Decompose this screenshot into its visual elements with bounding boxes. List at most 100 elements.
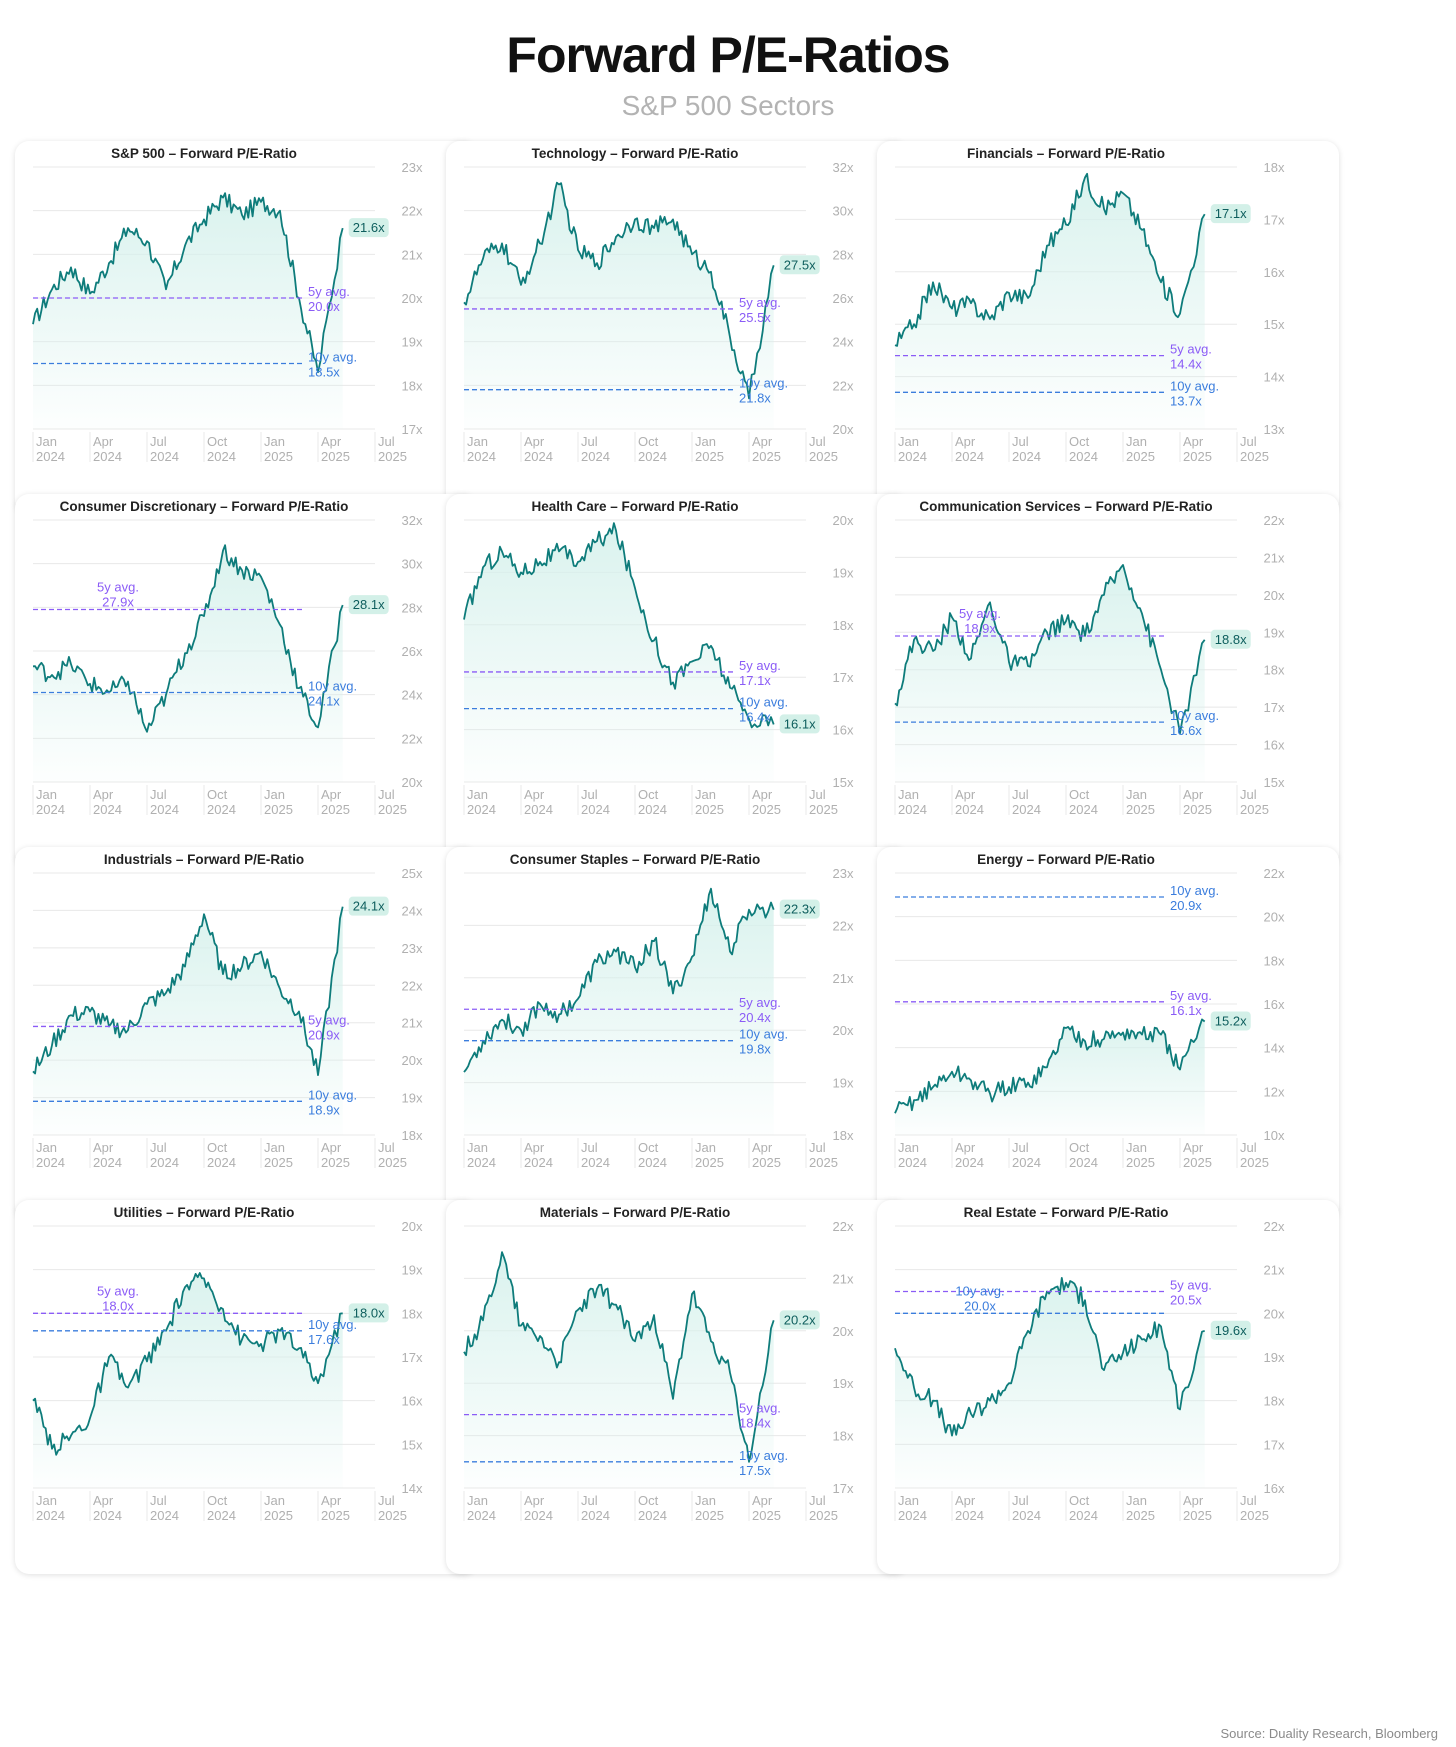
x-tick-label: 2025 [378,449,407,464]
current-value-badge [1210,1320,1251,1340]
series-area [464,1252,774,1488]
x-tick-label: Apr [321,787,342,802]
avg-5y-value: 17.1x [739,673,771,688]
x-tick-label: Jul [1012,787,1029,802]
x-tick-label: 2025 [809,1155,838,1170]
y-tick-label: 20x [402,1219,423,1234]
current-value-label: 18.8x [1215,632,1247,647]
x-tick-label: Jan [695,1493,716,1508]
y-tick-label: 20x [833,422,854,437]
y-tick-label: 25x [402,866,423,881]
avg-5y-label: 5y avg. [739,995,781,1010]
x-tick-label: Jan [1126,787,1147,802]
series-area [464,888,774,1135]
x-tick-label: Apr [955,1493,976,1508]
y-tick-label: 12x [1264,1084,1285,1099]
y-tick-label: 20x [1264,910,1285,925]
x-tick-label: 2024 [524,1155,553,1170]
x-tick-label: 2025 [695,1155,724,1170]
avg-10y-value: 18.9x [308,1102,340,1117]
chart-title: S&P 500 – Forward P/E-Ratio [111,146,297,161]
source-note: Source: Duality Research, Bloomberg [1220,1726,1439,1741]
x-tick-label: Apr [93,1140,114,1155]
y-tick-label: 18x [1264,663,1285,678]
y-tick-label: 18x [1264,160,1285,175]
avg-10y-value: 16.4x [739,710,771,725]
avg-10y-label: 10y avg. [308,1087,357,1102]
y-tick-label: 22x [1264,1219,1285,1234]
x-tick-label: Oct [638,1493,659,1508]
x-tick-label: Oct [1069,1140,1090,1155]
x-tick-label: 2024 [36,1155,65,1170]
chart-svg: Real Estate – Forward P/E-Ratio 22x 21x 20x… [894,1205,1285,1523]
chart-title: Consumer Staples – Forward P/E-Ratio [510,852,761,867]
x-tick-label: Jan [36,1493,57,1508]
current-value-badge [779,714,820,734]
x-tick-label: Jul [378,787,395,802]
y-tick-label: 19x [1264,625,1285,640]
x-tick-label: 2024 [207,1155,236,1170]
x-tick-label: 2024 [207,802,236,817]
current-value-badge [348,595,389,615]
series-area [895,1277,1205,1488]
y-tick-label: 16x [1264,997,1285,1012]
x-tick-label: Oct [207,1140,228,1155]
x-tick-label: Jan [36,434,57,449]
y-tick-label: 16x [402,1394,423,1409]
current-value-label: 18.0x [353,1305,385,1320]
y-tick-label: 18x [402,378,423,393]
x-tick-label: Jul [150,1493,167,1508]
x-tick-label: 2024 [898,1508,927,1523]
x-tick-label: Apr [524,787,545,802]
x-tick-label: 2025 [378,1508,407,1523]
y-tick-label: 17x [1264,1437,1285,1452]
x-tick-label: Apr [93,434,114,449]
x-tick-label: 2025 [264,1508,293,1523]
y-tick-label: 18x [402,1128,423,1143]
avg-10y-label: 10y avg. [308,350,357,365]
y-tick-label: 17x [833,670,854,685]
chart-svg: Consumer Staples – Forward P/E-Ratio 23x 2… [463,852,854,1170]
avg-10y-label: 10y avg. [1170,708,1219,723]
series-area [895,173,1205,429]
x-tick-label: Jan [264,434,285,449]
chart-title: Real Estate – Forward P/E-Ratio [964,1205,1169,1220]
page-subtitle: S&P 500 Sectors [621,90,835,121]
y-tick-label: 22x [1264,866,1285,881]
avg-5y-value: 18.0x [102,1298,134,1313]
series-area [895,564,1205,782]
y-tick-label: 20x [833,513,854,528]
y-tick-label: 17x [1264,212,1285,227]
avg-5y-value: 27.9x [102,595,134,610]
chart-card-materials: Materials – Forward P/E-Ratio 22x 21x 20x 19… [446,1200,908,1574]
x-tick-label: Jul [581,434,598,449]
chart-title: Industrials – Forward P/E-Ratio [104,852,304,867]
y-tick-label: 20x [833,1324,854,1339]
x-tick-label: 2025 [378,802,407,817]
x-tick-label: 2024 [150,449,179,464]
chart-svg: Energy – Forward P/E-Ratio 22x 20x 18x 16x 14… [894,852,1285,1170]
x-tick-label: 2024 [150,1508,179,1523]
x-tick-label: 2024 [1012,449,1041,464]
series-area [895,1019,1205,1135]
x-tick-label: 2025 [809,449,838,464]
series-area [33,906,343,1135]
y-tick-label: 22x [402,731,423,746]
x-tick-label: Jan [1126,1140,1147,1155]
y-tick-label: 19x [402,1091,423,1106]
x-tick-label: 2024 [524,449,553,464]
x-tick-label: 2024 [93,802,122,817]
avg-5y-label: 5y avg. [1170,342,1212,357]
x-tick-label: Apr [955,434,976,449]
series-line [32,192,344,374]
x-tick-label: Apr [93,1493,114,1508]
y-tick-label: 22x [833,378,854,393]
x-tick-label: Apr [1183,434,1204,449]
x-tick-label: Apr [524,434,545,449]
avg-5y-label: 5y avg. [739,658,781,673]
y-tick-label: 26x [402,644,423,659]
x-tick-label: Jul [1240,1493,1257,1508]
y-tick-label: 32x [833,160,854,175]
x-tick-label: Jul [809,434,826,449]
avg-10y-value: 13.7x [1170,393,1202,408]
